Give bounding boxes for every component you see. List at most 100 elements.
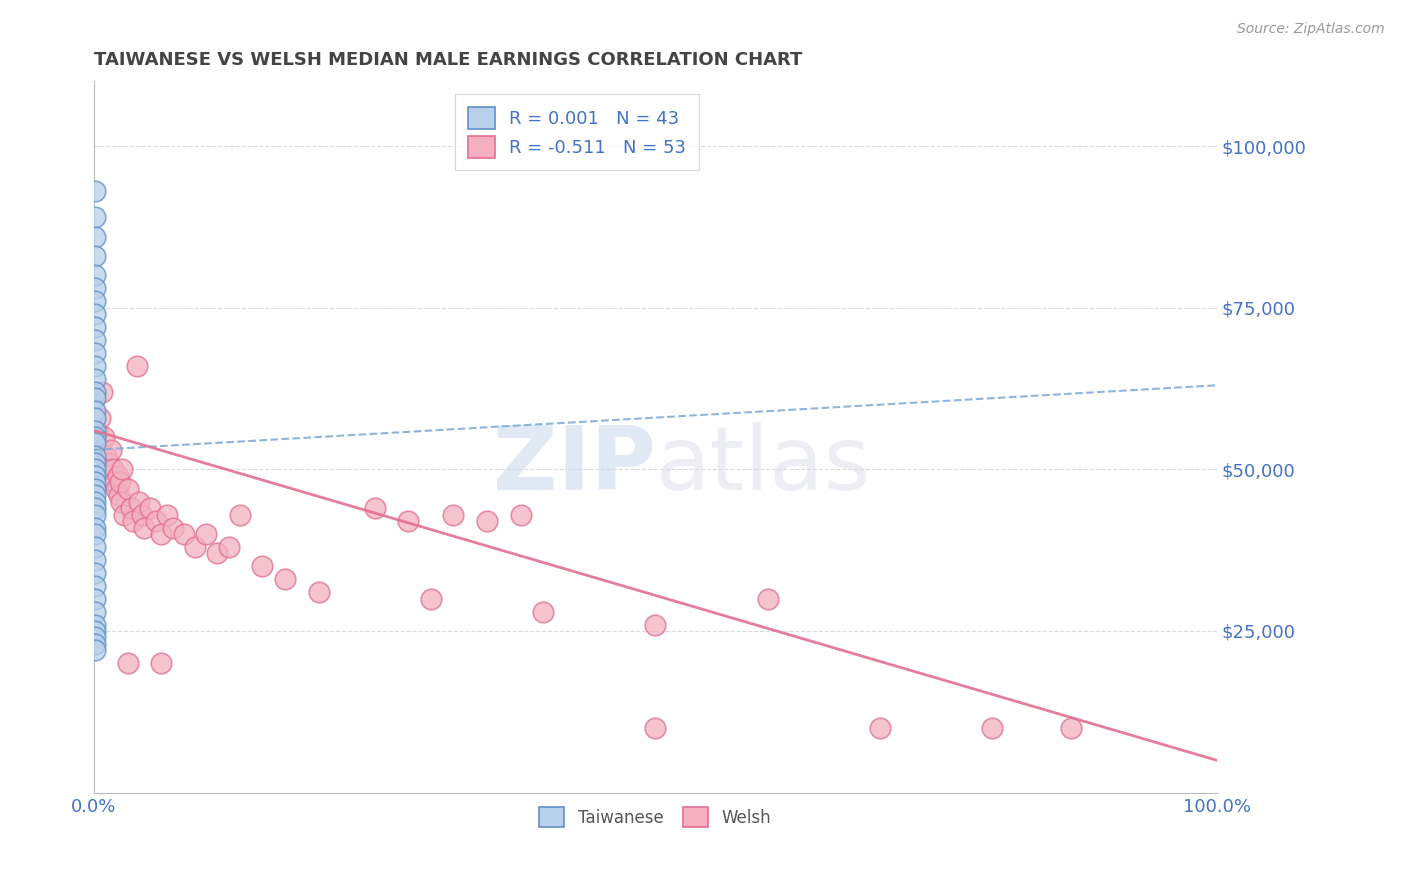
Point [103, 475, 125, 490]
Point [84, 527, 107, 541]
Point [84, 631, 107, 645]
Point [84, 520, 107, 534]
Point [128, 494, 150, 508]
Point [84, 553, 107, 567]
Point [84, 404, 107, 418]
Point [84, 210, 107, 224]
Point [107, 468, 129, 483]
Point [84, 566, 107, 580]
Text: TAIWANESE VS WELSH MEDIAN MALE EARNINGS CORRELATION CHART: TAIWANESE VS WELSH MEDIAN MALE EARNINGS … [94, 51, 803, 69]
Point [84, 456, 107, 470]
Point [84, 605, 107, 619]
Point [84, 268, 107, 283]
Point [105, 482, 128, 496]
Point [218, 540, 240, 554]
Point [122, 514, 145, 528]
Point [396, 514, 419, 528]
Point [308, 585, 330, 599]
Point [84, 436, 107, 450]
Point [162, 520, 184, 534]
Point [84, 579, 107, 593]
Point [125, 359, 148, 373]
Point [84, 294, 107, 309]
Text: atlas: atlas [655, 422, 870, 509]
Point [84, 508, 107, 522]
Point [131, 508, 153, 522]
Point [84, 249, 107, 263]
Point [97, 456, 120, 470]
Point [110, 494, 132, 508]
Point [84, 320, 107, 334]
Point [84, 281, 107, 295]
Point [207, 546, 229, 560]
Point [84, 391, 107, 405]
Point [84, 430, 107, 444]
Point [84, 501, 107, 516]
Point [150, 527, 173, 541]
Point [84, 624, 107, 638]
Point [84, 359, 107, 373]
Point [229, 508, 252, 522]
Point [441, 508, 464, 522]
Point [84, 482, 107, 496]
Point [84, 540, 107, 554]
Point [107, 488, 129, 502]
Point [84, 346, 107, 360]
Point [756, 591, 779, 606]
Point [644, 721, 666, 735]
Point [173, 527, 195, 541]
Point [134, 520, 156, 534]
Point [156, 508, 179, 522]
Point [84, 372, 107, 386]
Point [363, 501, 385, 516]
Point [84, 488, 107, 502]
Point [117, 482, 139, 496]
Point [111, 462, 134, 476]
Point [84, 643, 107, 657]
Point [84, 468, 107, 483]
Point [84, 184, 107, 198]
Point [84, 617, 107, 632]
Point [252, 559, 274, 574]
Point [84, 450, 107, 464]
Text: Source: ZipAtlas.com: Source: ZipAtlas.com [1237, 22, 1385, 37]
Point [274, 572, 297, 586]
Point [84, 333, 107, 347]
Point [101, 462, 124, 476]
Point [112, 508, 135, 522]
Point [150, 657, 173, 671]
Point [1060, 721, 1083, 735]
Point [90, 384, 112, 399]
Point [981, 721, 1004, 735]
Point [84, 494, 107, 508]
Point [869, 721, 891, 735]
Legend: Taiwanese, Welsh: Taiwanese, Welsh [533, 800, 778, 834]
Point [475, 514, 498, 528]
Point [644, 617, 666, 632]
Point [531, 605, 554, 619]
Point [117, 657, 139, 671]
Point [84, 229, 107, 244]
Text: ZIP: ZIP [492, 422, 655, 509]
Point [100, 442, 122, 457]
Point [84, 637, 107, 651]
Point [84, 462, 107, 476]
Point [84, 307, 107, 321]
Point [86, 424, 108, 438]
Point [84, 591, 107, 606]
Point [89, 410, 111, 425]
Point [145, 514, 167, 528]
Point [84, 475, 107, 490]
Point [84, 430, 107, 444]
Point [184, 540, 207, 554]
Point [84, 384, 107, 399]
Point [139, 501, 162, 516]
Point [509, 508, 531, 522]
Point [93, 430, 115, 444]
Point [84, 410, 107, 425]
Point [108, 475, 131, 490]
Point [419, 591, 441, 606]
Point [96, 450, 118, 464]
Point [195, 527, 218, 541]
Point [84, 424, 107, 438]
